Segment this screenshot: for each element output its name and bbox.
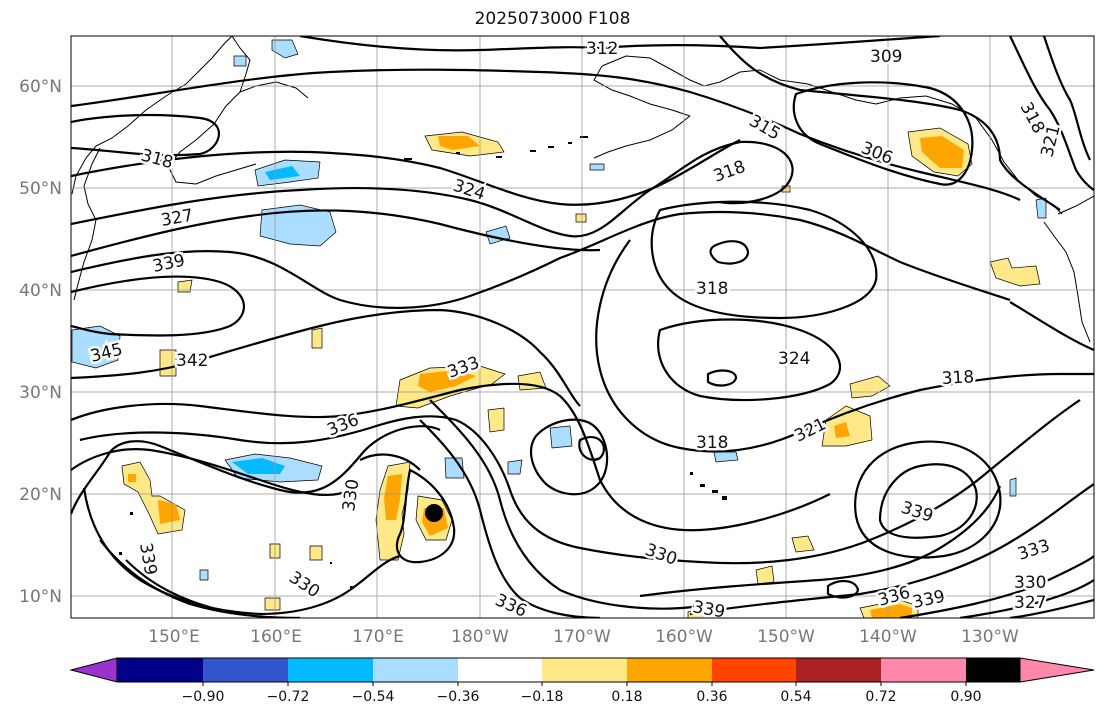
- colorbar-segment: [966, 658, 1020, 682]
- contour-label: 315: [746, 111, 784, 145]
- contour-label: 318: [696, 279, 728, 299]
- contour-label: 339: [911, 587, 947, 613]
- colorbar-segment: [627, 658, 712, 682]
- contour-label: 336: [324, 410, 362, 441]
- contour-label: 309: [870, 47, 902, 67]
- colorbar-ticks: [202, 682, 967, 686]
- lat-label: 10°N: [19, 587, 62, 607]
- position-marker-icon: [425, 504, 443, 522]
- deep-positive-patches: [128, 136, 964, 618]
- longitude-labels: 150°E 160°E 170°E 180°W 170°W 160°W 150°…: [148, 627, 1019, 647]
- contour-label: 330: [339, 478, 363, 513]
- lat-label: 50°N: [19, 179, 62, 199]
- colorbar-tick-label: 0.54: [780, 689, 811, 705]
- coastlines: [71, 36, 1094, 343]
- colorbar-tick-label: −0.72: [267, 689, 310, 705]
- colorbar-segment: [203, 658, 288, 682]
- colorbar-tick-label: 0.18: [611, 689, 642, 705]
- lon-label: 160°E: [250, 627, 302, 647]
- colorbar-tick-labels: −0.90 −0.72 −0.54 −0.36 −0.18 0.18 0.36 …: [182, 689, 982, 705]
- contour-label: 318: [711, 157, 748, 187]
- colorbar-extend-min: [69, 657, 118, 683]
- lat-label: 20°N: [19, 485, 62, 505]
- contour-labels: 312 309 318 321 315 306 318 324 318 327 …: [86, 37, 1067, 622]
- contour-label: 333: [1015, 536, 1052, 565]
- colorbar: −0.90 −0.72 −0.54 −0.36 −0.18 0.18 0.36 …: [69, 657, 1095, 705]
- contour-label: 339: [898, 498, 935, 527]
- colorbar-segment: [796, 658, 881, 682]
- negative-patches: [71, 39, 1047, 581]
- lon-label: 170°W: [553, 627, 611, 647]
- contour-label: 339: [691, 597, 726, 622]
- colorbar-segment: [881, 658, 966, 682]
- colorbar-tick-label: 0.72: [865, 689, 896, 705]
- colorbar-segment: [117, 658, 203, 682]
- contour-label: 336: [492, 590, 530, 621]
- colorbar-tick-label: 0.90: [950, 689, 981, 705]
- latitude-labels: 60°N 50°N 40°N 30°N 20°N 10°N: [19, 77, 62, 607]
- contour-label: 318: [941, 367, 974, 389]
- deep-negative-patches: [232, 166, 300, 474]
- lat-label: 30°N: [19, 383, 62, 403]
- lon-label: 160°W: [655, 627, 713, 647]
- contour-label: 324: [450, 176, 487, 205]
- colorbar-segment: [712, 658, 796, 682]
- colorbar-segment: [373, 658, 458, 682]
- colorbar-tick-label: −0.18: [521, 689, 564, 705]
- lat-label: 60°N: [19, 77, 62, 97]
- islands: [119, 136, 727, 589]
- contour-label: 318: [139, 146, 176, 174]
- lon-label: 150°E: [148, 627, 200, 647]
- plot-frame: [70, 35, 1095, 619]
- lon-label: 170°E: [352, 627, 404, 647]
- colorbar-tick-label: 0.36: [696, 689, 727, 705]
- contour-label: 342: [176, 351, 208, 371]
- contour-label: 306: [858, 138, 896, 169]
- colorbar-segment: [542, 658, 627, 682]
- colorbar-tick-label: −0.36: [437, 689, 480, 705]
- contour-label: 327: [1014, 593, 1046, 613]
- contour-label: 318: [696, 433, 728, 453]
- colorbar-extend-max: [1019, 657, 1095, 683]
- positive-patches: [121, 127, 1041, 618]
- lat-label: 40°N: [19, 281, 62, 301]
- contour-label: 312: [586, 39, 618, 59]
- colorbar-tick-label: −0.54: [352, 689, 395, 705]
- contour-label: 324: [778, 349, 810, 369]
- contour-label: 330: [642, 540, 679, 570]
- lon-label: 130°W: [961, 627, 1019, 647]
- colorbar-segment: [288, 658, 373, 682]
- lon-label: 150°W: [757, 627, 815, 647]
- map-title: 2025073000 F108: [474, 9, 631, 29]
- contour-lines: [71, 36, 1094, 618]
- colorbar-segment: [458, 658, 542, 682]
- colorbar-frame: [116, 657, 1021, 683]
- contour-label: 330: [1014, 573, 1046, 593]
- colorbar-tick-label: −0.90: [182, 689, 225, 705]
- contour-label: 330: [285, 568, 323, 603]
- lon-label: 140°W: [859, 627, 917, 647]
- shading-layer: [71, 39, 1047, 618]
- lon-label: 180°W: [451, 627, 509, 647]
